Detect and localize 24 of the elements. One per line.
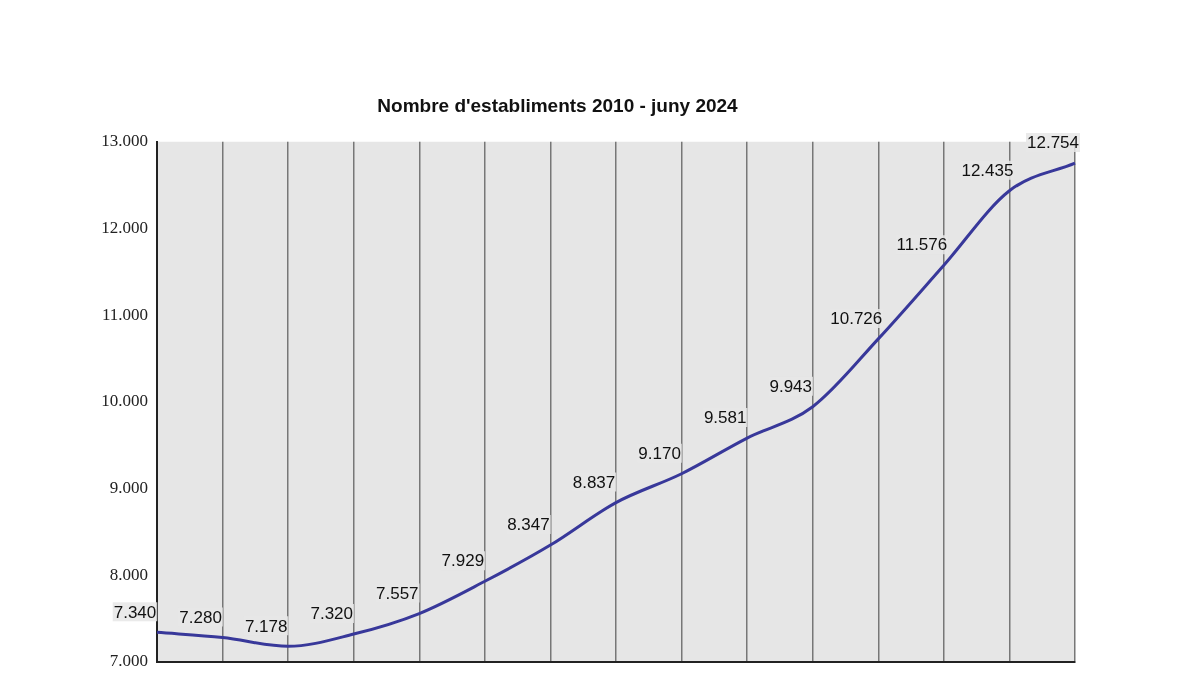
data-label: 11.576 [896,235,948,255]
data-label: 7.178 [244,616,288,636]
y-tick-label: 11.000 [101,304,148,324]
data-label: 9.170 [638,443,681,463]
data-label: 7.929 [441,551,485,571]
y-tick-label: 8.000 [109,564,148,584]
data-label: 8.347 [507,515,550,535]
data-label: 9.943 [769,376,812,396]
data-label: 12.754 [1027,133,1079,153]
data-label: 7.340 [113,602,157,622]
data-label: 9.581 [703,408,747,428]
line-series [155,161,1077,648]
y-tick-label: 12.000 [101,217,148,237]
data-label: 7.280 [179,607,222,627]
y-tick-label: 13.000 [101,131,148,151]
y-tick-label: 9.000 [109,477,148,497]
data-label: 8.837 [572,472,616,492]
data-label: 12.435 [961,160,1014,180]
data-label: 7.320 [310,604,353,624]
data-label: 7.557 [376,583,419,603]
y-tick-label: 10.000 [101,391,148,411]
chart-title: Nombre d'establiments 2010 - juny 2024 [377,94,739,116]
y-tick-label: 7.000 [109,651,148,671]
data-label: 10.726 [830,309,883,329]
